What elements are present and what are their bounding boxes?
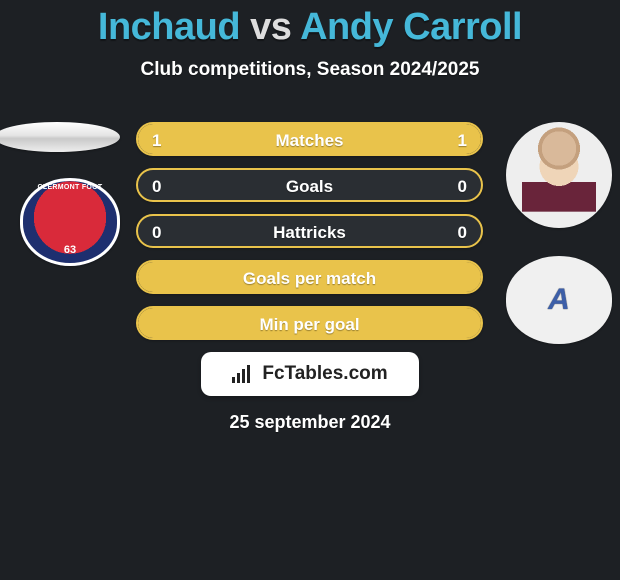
player2-name: Andy Carroll: [300, 6, 522, 48]
stat-label: Min per goal: [138, 308, 481, 340]
stat-bar: 0Hattricks0: [136, 214, 483, 248]
brand-badge[interactable]: FcTables.com: [201, 352, 419, 396]
player1-name: Inchaud: [98, 6, 240, 48]
stat-label: Goals per match: [138, 262, 481, 294]
stat-value-right: 0: [458, 170, 467, 202]
stat-value-right: 1: [458, 124, 467, 156]
comparison-card: Inchaud vs Andy Carroll Club competition…: [0, 0, 620, 580]
barchart-icon: [232, 365, 254, 383]
stat-label: Matches: [138, 124, 481, 156]
stat-bars: 1Matches10Goals00Hattricks0Goals per mat…: [136, 122, 483, 352]
stat-bar: 0Goals0: [136, 168, 483, 202]
stat-bar: Min per goal: [136, 306, 483, 340]
stat-label: Hattricks: [138, 216, 481, 248]
page-title: Inchaud vs Andy Carroll: [0, 6, 620, 49]
player2-club-crest: [506, 256, 612, 344]
stat-label: Goals: [138, 170, 481, 202]
stat-value-right: 0: [458, 216, 467, 248]
date-text: 25 september 2024: [0, 412, 620, 433]
stat-bar: Goals per match: [136, 260, 483, 294]
vs-sep: vs: [240, 6, 300, 48]
stat-bar: 1Matches1: [136, 122, 483, 156]
player2-avatar: [506, 122, 612, 228]
subtitle: Club competitions, Season 2024/2025: [0, 59, 620, 81]
player1-avatar-placeholder: [0, 122, 120, 152]
player1-club-crest: [20, 178, 120, 266]
brand-text: FcTables.com: [262, 363, 387, 385]
